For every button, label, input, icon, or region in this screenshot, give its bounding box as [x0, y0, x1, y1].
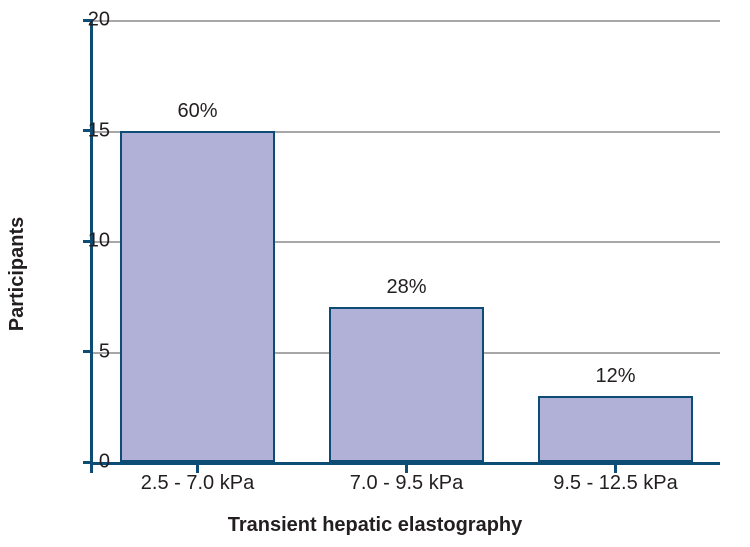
bar-value-label: 60%	[120, 100, 275, 123]
x-axis-label: Transient hepatic elastography	[0, 514, 750, 537]
bar	[329, 307, 484, 462]
y-axis-label: Participants	[6, 216, 29, 330]
gridline	[93, 20, 720, 22]
bar	[120, 131, 275, 463]
y-tick-label: 5	[70, 340, 110, 363]
x-tick-label: 9.5 - 12.5 kPa	[553, 472, 678, 495]
bar-value-label: 28%	[329, 276, 484, 299]
y-tick-label: 20	[70, 9, 110, 32]
y-tick-label: 0	[70, 451, 110, 474]
x-tick-label: 7.0 - 9.5 kPa	[350, 472, 463, 495]
y-tick-label: 15	[70, 119, 110, 142]
bar-chart: Participants 60%2.5 - 7.0 kPa28%7.0 - 9.…	[0, 0, 750, 547]
bar-value-label: 12%	[538, 365, 693, 388]
bar	[538, 396, 693, 462]
plot-area: 60%2.5 - 7.0 kPa28%7.0 - 9.5 kPa12%9.5 -…	[90, 20, 720, 465]
x-tick-label: 2.5 - 7.0 kPa	[141, 472, 254, 495]
y-tick-label: 10	[70, 230, 110, 253]
